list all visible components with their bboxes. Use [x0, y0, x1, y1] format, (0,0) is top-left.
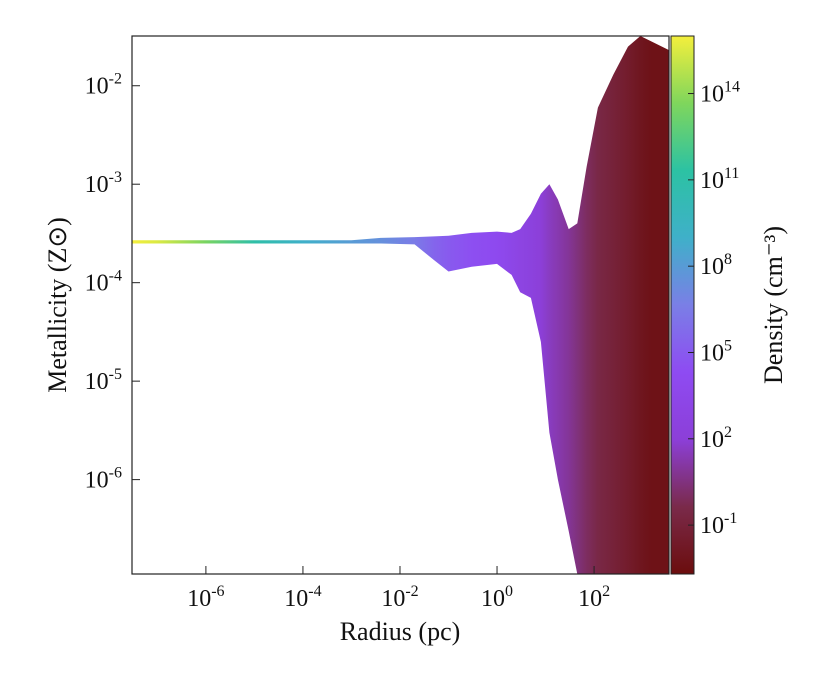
colorbar-ticks: 10-1 102 105 108 1011 1014 — [688, 79, 740, 539]
plot-frame — [131, 35, 670, 575]
y-tick-label: 10-5 — [85, 366, 122, 395]
colorbar: 10-1 102 105 108 1011 1014 — [670, 35, 740, 575]
y-tick-label: 10-2 — [85, 71, 122, 100]
colorbar-tick-label: 108 — [700, 251, 732, 280]
plot-area — [131, 35, 670, 575]
colorbar-tick-label: 10-1 — [700, 510, 737, 539]
data-layer — [132, 36, 669, 574]
colorbar-scale — [670, 35, 695, 575]
x-axis-label: Radius (pc) — [340, 617, 461, 646]
data-envelope — [132, 36, 669, 574]
colorbar-tick-label: 102 — [700, 424, 732, 453]
y-tick-label: 10-3 — [85, 169, 122, 198]
colorbar-tick-label: 105 — [700, 337, 732, 366]
colorbar-tick-label: 1014 — [700, 79, 740, 108]
x-tick-label: 10-6 — [187, 583, 224, 612]
x-tick-label: 100 — [481, 583, 513, 612]
y-axis-ticks: 10-6 10-5 10-4 10-3 10-2 — [85, 71, 140, 494]
y-tick-label: 10-4 — [85, 268, 122, 297]
x-tick-label: 10-4 — [284, 583, 321, 612]
x-tick-label: 102 — [578, 583, 610, 612]
colorbar-label: Density (cm⁻³) — [759, 226, 788, 384]
x-axis-ticks: 10-6 10-4 10-2 100 102 — [187, 566, 610, 612]
y-tick-label: 10-6 — [85, 465, 122, 494]
colorbar-tick-label: 1011 — [700, 165, 739, 194]
y-axis-label: Metallicity (Z⊙) — [43, 217, 72, 393]
x-tick-label: 10-2 — [381, 583, 418, 612]
